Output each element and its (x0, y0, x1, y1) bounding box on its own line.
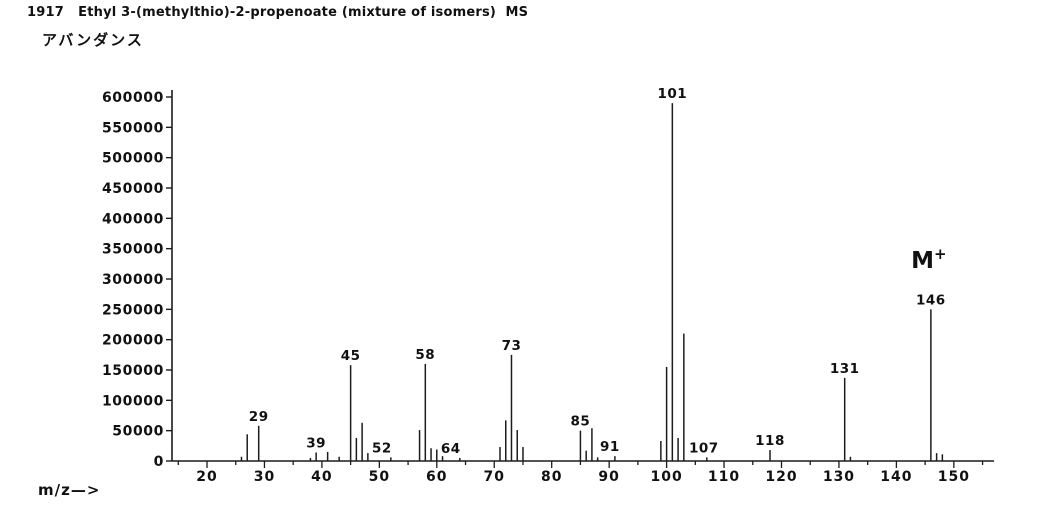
y-tick-label: 500000 (102, 151, 164, 167)
y-tick-label: 300000 (102, 272, 164, 288)
x-tick-label: 80 (541, 469, 562, 485)
x-tick-label: 130 (823, 469, 855, 485)
peak-label-45: 45 (341, 348, 361, 364)
x-tick-label: 50 (369, 469, 390, 485)
y-axis-title: アバンダンス (42, 31, 144, 49)
y-tick-label: 550000 (102, 120, 164, 136)
x-tick-label: 110 (708, 469, 740, 485)
x-tick-label: 40 (311, 469, 332, 485)
x-tick-label: 30 (254, 469, 275, 485)
x-tick-label: 100 (650, 469, 682, 485)
y-tick-label: 0 (154, 454, 164, 470)
x-axis-title: m/z—> (38, 481, 101, 499)
y-tick-label: 200000 (102, 333, 164, 349)
page-title: 1917 Ethyl 3-(methylthio)-2-propenoate (… (27, 5, 529, 20)
peak-label-64: 64 (441, 441, 461, 457)
y-tick-label: 350000 (102, 242, 164, 258)
peak-label-107: 107 (689, 440, 719, 456)
x-tick-label: 70 (484, 469, 505, 485)
peak-label-118: 118 (755, 433, 785, 449)
peak-label-39: 39 (306, 436, 326, 452)
y-tick-label: 400000 (102, 211, 164, 227)
x-tick-label: 60 (426, 469, 447, 485)
x-tick-label: 20 (196, 469, 217, 485)
peak-label-146: 146 (916, 292, 946, 308)
x-tick-label: 150 (938, 469, 970, 485)
peak-label-101: 101 (658, 86, 688, 102)
y-tick-label: 50000 (112, 424, 164, 440)
x-tick-label: 140 (880, 469, 912, 485)
y-tick-label: 450000 (102, 181, 164, 197)
y-tick-label: 600000 (102, 90, 164, 106)
peak-label-58: 58 (415, 347, 435, 363)
molecular-ion-annotation: M+ (911, 245, 946, 274)
peak-label-85: 85 (571, 414, 591, 430)
x-tick-label: 120 (765, 469, 797, 485)
peak-label-91: 91 (600, 439, 620, 455)
y-tick-label: 100000 (102, 393, 164, 409)
y-tick-label: 250000 (102, 302, 164, 318)
peak-label-73: 73 (502, 338, 522, 354)
x-tick-label: 90 (598, 469, 619, 485)
peak-label-52: 52 (372, 440, 392, 456)
peak-label-131: 131 (830, 361, 860, 377)
y-tick-label: 150000 (102, 363, 164, 379)
peak-label-29: 29 (249, 409, 269, 425)
